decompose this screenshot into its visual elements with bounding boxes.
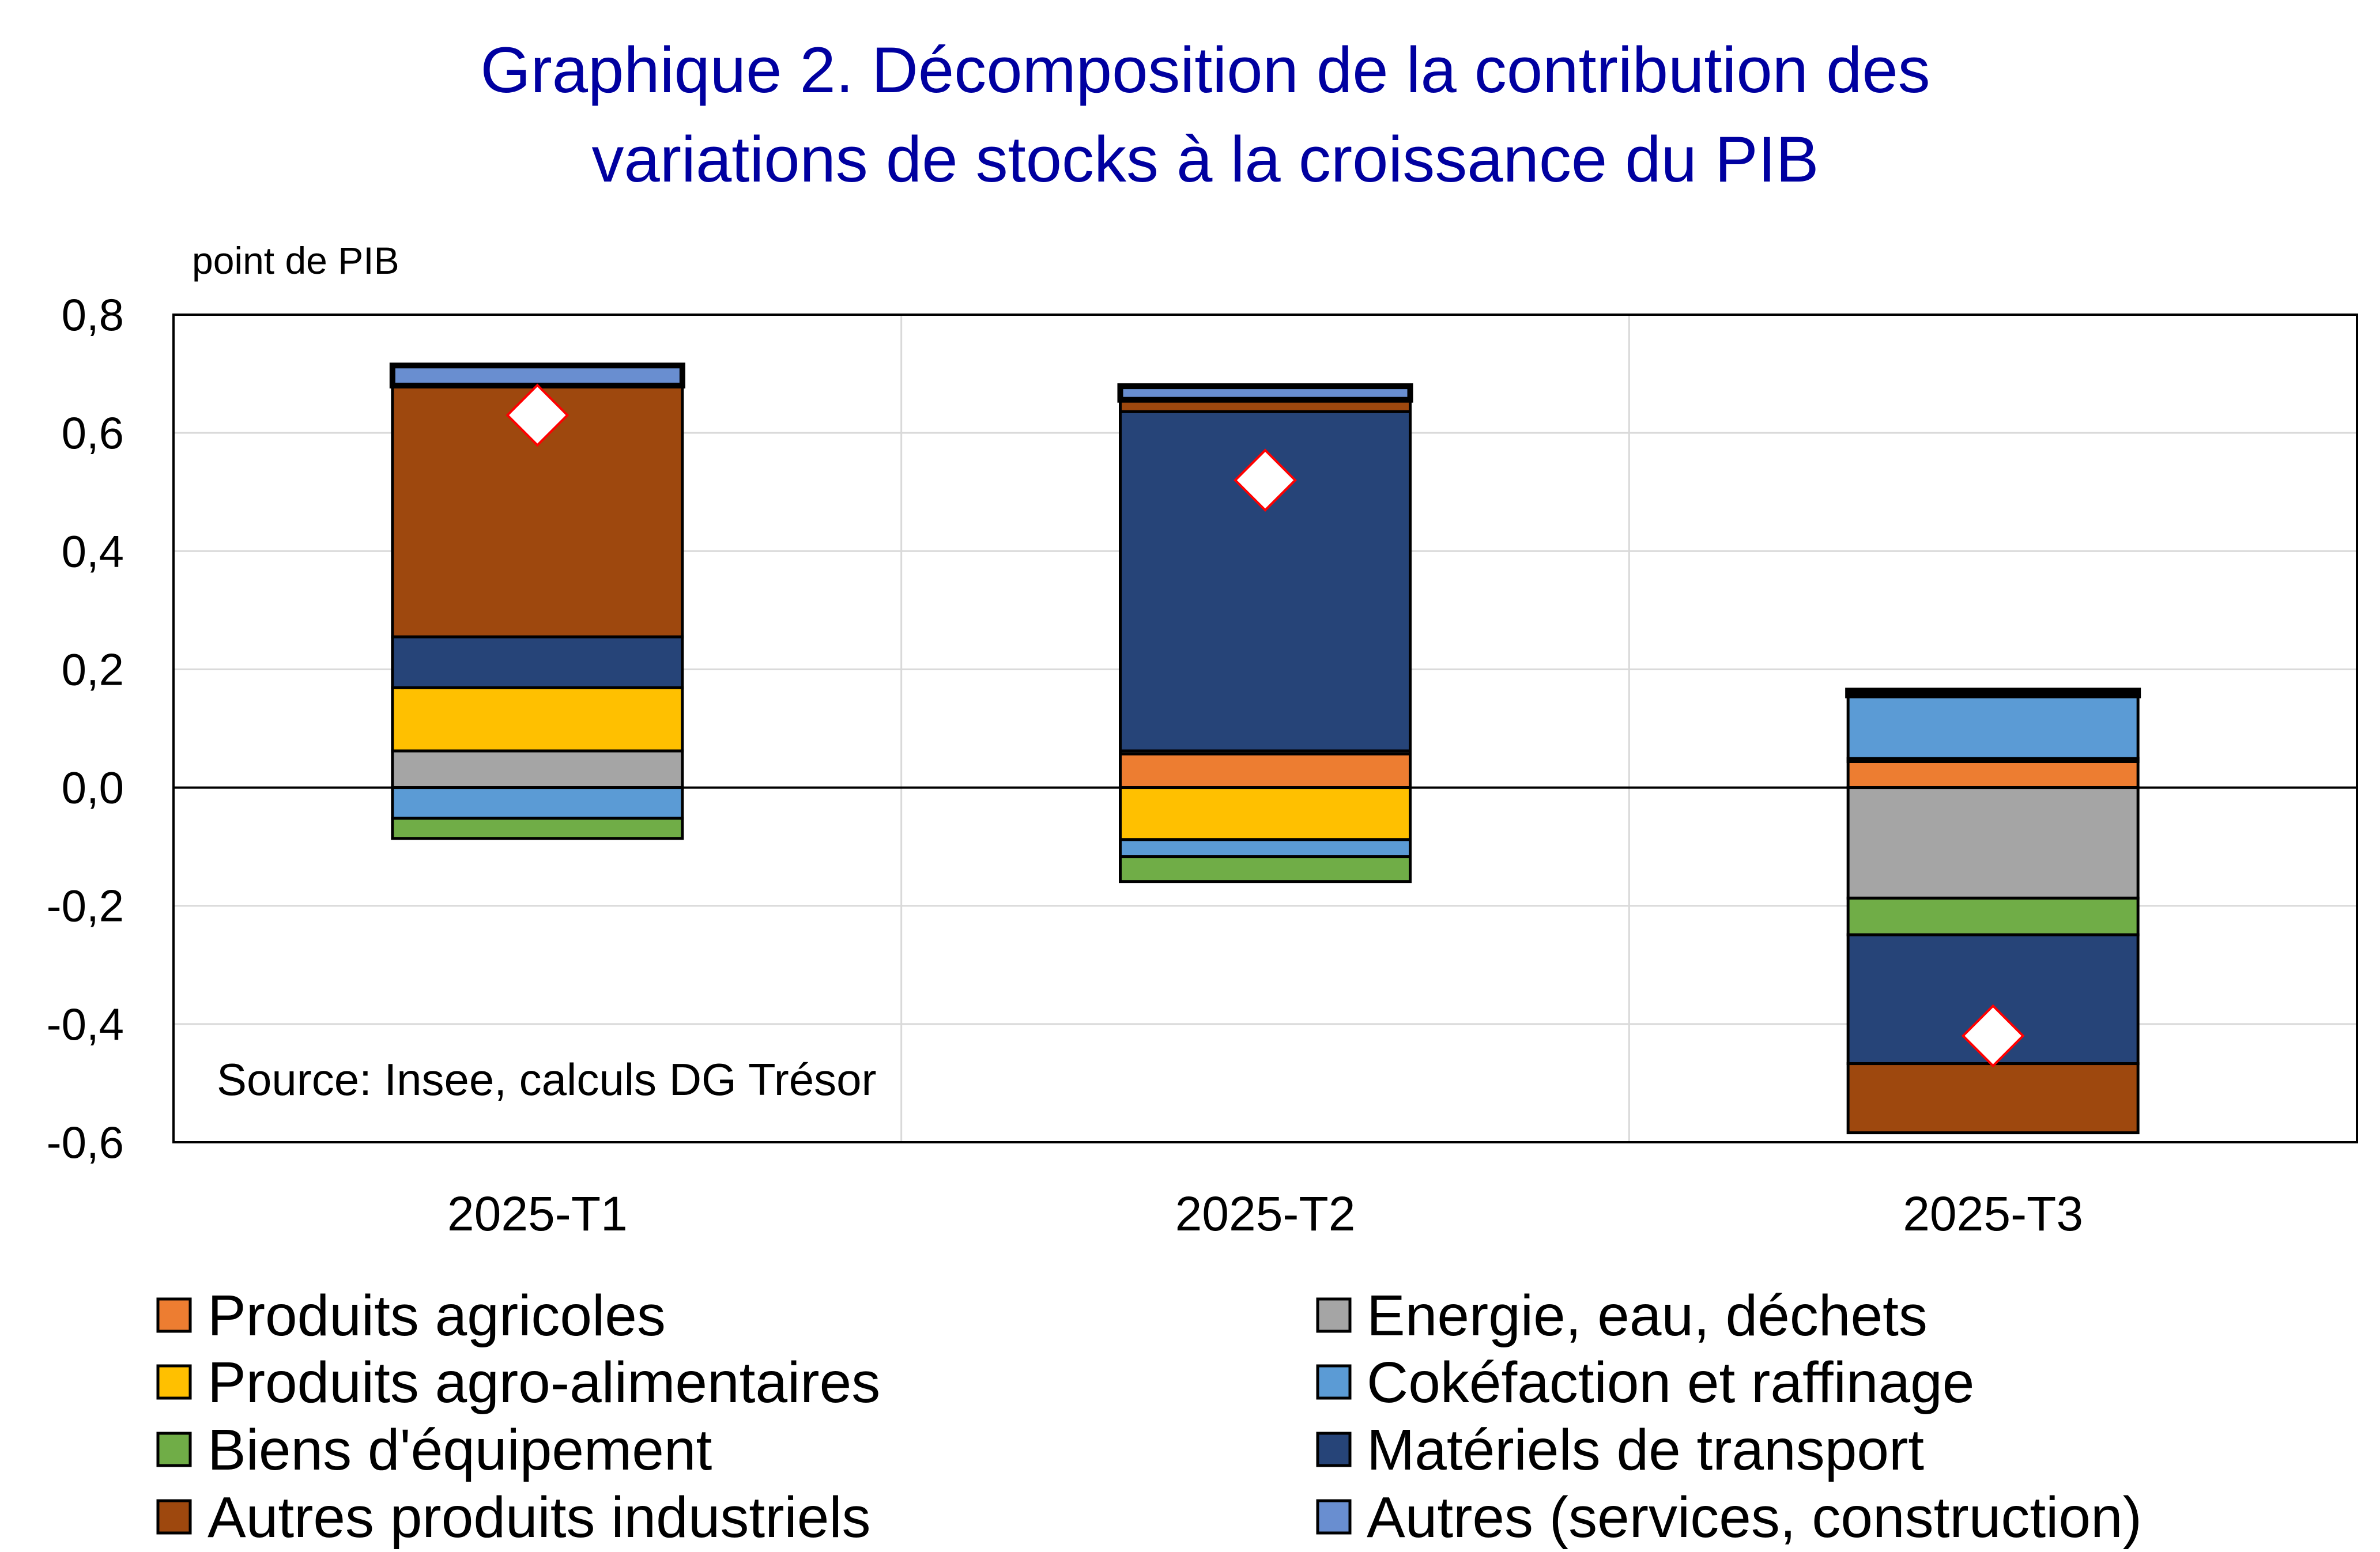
y-tick-label: 0,4: [62, 526, 124, 576]
bar-segment: [1119, 855, 1412, 883]
bar-segment: [1119, 786, 1412, 841]
bar-segment: [391, 817, 684, 840]
bar-segment: [1846, 760, 2140, 790]
legend-label: Energie, eau, déchets: [1367, 1283, 1928, 1348]
legend-swatch: [1316, 1432, 1352, 1467]
bar-segment: [1846, 786, 2140, 900]
x-tick-label: 2025-T2: [1175, 1187, 1356, 1241]
legend-swatch: [156, 1297, 192, 1333]
source-note: Source: Insee, calculs DG Trésor: [217, 1054, 876, 1105]
total-markers: [506, 383, 2025, 1068]
legend-swatch: [156, 1364, 192, 1400]
bar-segment: [1846, 896, 2140, 937]
legend-label: Autres (services, construction): [1367, 1485, 2142, 1550]
legend-swatch: [1316, 1499, 1352, 1535]
y-axis-ticks: -0,6 -0,4 -0,2 0,0 0,2 0,4 0,6 0,8: [47, 289, 124, 1168]
x-tick-label: 2025-T1: [447, 1187, 628, 1241]
chart-title-line-1: Graphique 2. Décomposition de la contrib…: [480, 34, 1930, 106]
legend-label: Autres produits industriels: [208, 1485, 871, 1550]
x-tick-label: 2025-T3: [1903, 1187, 2083, 1241]
legend-label: Cokéfaction et raffinage: [1367, 1350, 1974, 1415]
bar-segment: [391, 635, 684, 689]
legend-swatch: [1316, 1364, 1352, 1400]
bar-segment: [1119, 838, 1412, 859]
total-marker: [1234, 448, 1297, 512]
bar-segment: [391, 786, 684, 820]
bar-segment: [391, 686, 684, 753]
legend-label: Produits agricoles: [208, 1283, 666, 1348]
bars: [389, 362, 2141, 1135]
legend-swatch: [156, 1432, 192, 1467]
plot-area-border: [172, 314, 2358, 1143]
y-tick-label: 0,2: [62, 644, 124, 694]
bar-segment: [389, 362, 685, 389]
y-tick-label: 0,0: [62, 762, 124, 813]
bar-segment: [1846, 694, 2140, 760]
y-tick-label: -0,4: [47, 999, 124, 1049]
legend-label: Matériels de transport: [1367, 1418, 1924, 1482]
chart-title-line-2: variations de stocks à la croissance du …: [591, 123, 1819, 195]
x-axis-ticks: 2025-T1 2025-T2 2025-T3: [447, 1187, 2083, 1241]
legend-swatch: [156, 1499, 192, 1535]
y-tick-label: -0,2: [47, 881, 124, 931]
bar-segment: [1117, 383, 1413, 403]
bar-segment: [1846, 1062, 2140, 1135]
legend-label: Biens d'équipement: [208, 1418, 712, 1482]
y-tick-label: -0,6: [47, 1117, 124, 1168]
y-tick-label: 0,6: [62, 407, 124, 458]
y-axis-unit-label: point de PIB: [192, 239, 399, 282]
bar-segment: [391, 749, 684, 790]
total-marker: [506, 383, 569, 447]
legend-swatch: [1316, 1297, 1352, 1333]
bar-segment: [1119, 752, 1412, 790]
y-tick-label: 0,8: [62, 289, 124, 340]
bar-segment: [1845, 688, 2141, 698]
total-marker: [1961, 1004, 2025, 1068]
legend-label: Produits agro-alimentaires: [208, 1350, 880, 1415]
